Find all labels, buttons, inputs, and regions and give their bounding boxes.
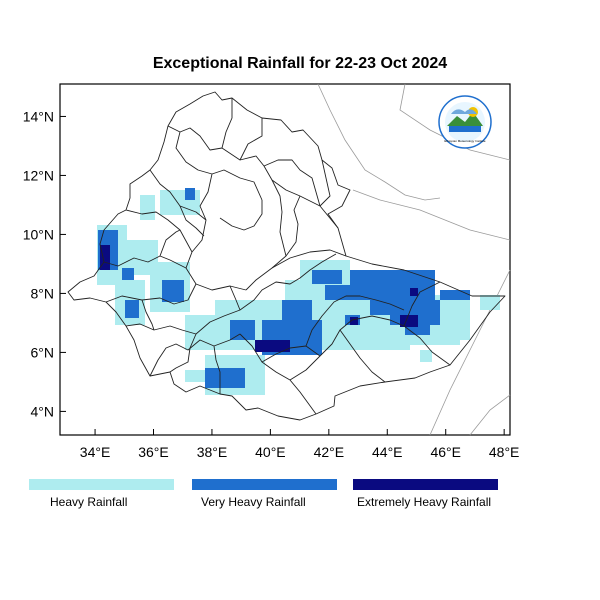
lat-tick-label: 12°N (23, 167, 54, 183)
very-heavy-rainfall-areas (98, 188, 470, 388)
legend-swatch-heavy (29, 479, 174, 490)
lon-tick-label: 42°E (314, 444, 345, 460)
lat-tick-label: 8°N (31, 285, 55, 301)
ethiopian-meteorology-institute-logo: Ethiopian Meteorology Institute (438, 95, 492, 149)
heavy-rainfall-areas (97, 190, 500, 395)
legend-swatch-very-heavy (192, 479, 337, 490)
lon-tick-label: 38°E (197, 444, 228, 460)
legend-swatch-extremely-heavy (353, 479, 498, 490)
logo-text: Ethiopian Meteorology Institute (444, 139, 486, 143)
lat-tick-label: 4°N (31, 403, 55, 419)
axis-tick-marks (60, 115, 505, 435)
neighbor-borders (317, 83, 511, 436)
lat-tick-label: 6°N (31, 344, 55, 360)
lon-tick-label: 48°E (489, 444, 520, 460)
lon-tick-label: 34°E (80, 444, 111, 460)
lon-tick-label: 44°E (372, 444, 403, 460)
legend-label-heavy: Heavy Rainfall (50, 495, 128, 509)
lat-tick-label: 10°N (23, 226, 54, 242)
legend-label-very-heavy: Very Heavy Rainfall (201, 495, 306, 509)
axis-tick-labels: 34°E 36°E 38°E 40°E 42°E 44°E 46°E 48°E 4°N 6°N 8°… (23, 108, 520, 460)
ethiopia-admin-borders (67, 91, 506, 421)
extremely-heavy-rainfall-areas (100, 245, 418, 352)
lat-tick-label: 14°N (23, 108, 54, 124)
country-outline (67, 91, 506, 421)
plot-frame (59, 83, 511, 436)
lon-tick-label: 46°E (430, 444, 461, 460)
lon-tick-label: 40°E (255, 444, 286, 460)
lon-tick-label: 36°E (138, 444, 169, 460)
legend-label-extremely-heavy: Extremely Heavy Rainfall (357, 495, 492, 509)
map-title: Exceptional Rainfall for 22-23 Oct 2024 (152, 55, 448, 72)
